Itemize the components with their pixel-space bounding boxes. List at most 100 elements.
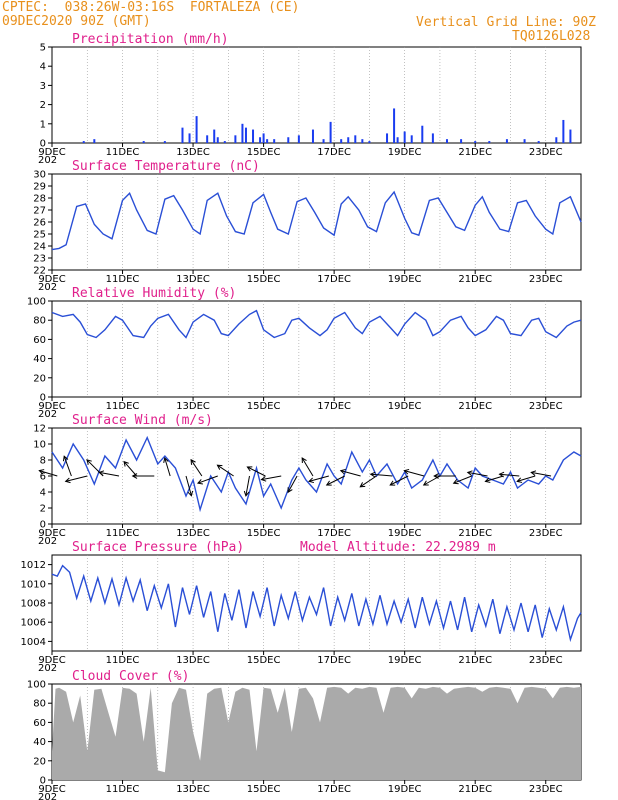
- x-tick-label: 13DEC: [176, 147, 210, 158]
- y-tick-label: 1: [40, 119, 46, 130]
- precip-bar: [259, 137, 262, 143]
- y-tick-label: 22: [33, 266, 46, 277]
- precip-bar: [505, 139, 508, 143]
- y-tick-label: 100: [27, 680, 46, 691]
- wind-arrowhead: [163, 457, 169, 463]
- wind-arrowhead: [62, 455, 69, 462]
- wind-vector: [39, 470, 58, 477]
- y-tick-label: 1008: [21, 599, 46, 610]
- wind-arrowhead: [260, 476, 267, 482]
- y-tick-label: 10: [33, 440, 46, 451]
- y-tick-label: 2: [40, 100, 46, 111]
- y-tick-label: 2: [40, 504, 46, 515]
- y-tick-label: 60: [33, 718, 46, 729]
- wind-vector: [499, 473, 520, 477]
- y-tick-label: 29: [33, 182, 46, 193]
- y-tick-label: 40: [33, 737, 46, 748]
- precip-bar: [562, 119, 565, 143]
- wind-vector: [453, 475, 472, 484]
- precip-bar: [195, 116, 198, 143]
- x-tick-label: 19DEC: [388, 401, 422, 412]
- wind-arrowhead: [301, 457, 307, 464]
- wind-arrowhead: [359, 482, 366, 488]
- y-tick-label: 8: [40, 456, 46, 467]
- precip-bar: [340, 139, 343, 143]
- y-tick-label: 80: [33, 316, 46, 327]
- precip-bar: [431, 133, 434, 143]
- x-tick-label: 19DEC: [388, 147, 422, 158]
- precip-bar: [266, 139, 269, 143]
- x-tick-label: 15DEC: [247, 528, 281, 539]
- y-tick-label: 3: [40, 81, 46, 92]
- x-tick-label: 19DEC: [388, 784, 422, 795]
- wind-vector: [190, 459, 203, 477]
- x-tick-label: 9DEC: [38, 784, 65, 795]
- precip-bar: [410, 135, 413, 143]
- precip-bar: [347, 137, 350, 143]
- wind-arrowhead: [403, 468, 410, 475]
- wind-arrowhead: [131, 473, 138, 479]
- wind-vector: [517, 475, 536, 482]
- precip-bar: [297, 135, 300, 143]
- wind-arrowhead: [516, 477, 523, 483]
- panel-title: Surface Temperature (nC): [72, 159, 260, 174]
- precip-bar: [216, 137, 219, 143]
- wind-arrowhead: [325, 480, 332, 486]
- wind-vector: [389, 475, 409, 486]
- x-tick-label: 13DEC: [176, 784, 210, 795]
- y-tick-label: 4: [40, 488, 46, 499]
- wind-vector: [245, 475, 250, 496]
- wind-arrowhead: [530, 470, 537, 476]
- x-tick-label: 9DEC: [38, 528, 65, 539]
- precip-bar: [181, 127, 184, 143]
- x-tick-label: 9DEC: [38, 655, 65, 666]
- wind-vector: [261, 475, 282, 481]
- x-year-label: 202: [38, 663, 57, 674]
- grid-label: Vertical Grid Line: 90Z: [416, 15, 597, 30]
- precip-bar: [488, 141, 491, 143]
- y-tick-label: 20: [33, 756, 46, 767]
- y-tick-label: 30: [33, 170, 46, 181]
- wind-vector: [359, 475, 377, 488]
- wind-arrowhead: [64, 477, 71, 484]
- y-tick-label: 0: [40, 776, 46, 787]
- wind-arrowhead: [98, 470, 105, 476]
- wind-vector: [326, 475, 345, 486]
- precip-bar: [206, 135, 209, 143]
- wind-arrowhead: [308, 477, 315, 484]
- x-tick-label: 9DEC: [38, 274, 65, 285]
- y-tick-label: 25: [33, 230, 46, 241]
- wind-vector: [308, 475, 329, 482]
- y-tick-label: 60: [33, 335, 46, 346]
- x-tick-label: 11DEC: [106, 147, 140, 158]
- wind-arrowhead: [287, 487, 293, 494]
- y-tick-label: 1010: [21, 579, 46, 590]
- wind-arrowhead: [466, 470, 473, 476]
- precip-bar: [329, 121, 332, 143]
- precip-bar: [569, 129, 572, 143]
- precip-bar: [396, 137, 399, 143]
- x-tick-label: 11DEC: [106, 528, 140, 539]
- precip-bar: [213, 129, 216, 143]
- x-tick-label: 23DEC: [529, 274, 563, 285]
- wind-vector: [123, 461, 138, 477]
- y-tick-label: 40: [33, 354, 46, 365]
- x-tick-label: 17DEC: [317, 655, 351, 666]
- precip-bar: [368, 141, 371, 143]
- x-tick-label: 13DEC: [176, 655, 210, 666]
- wind-arrowhead: [246, 466, 253, 472]
- x-tick-label: 13DEC: [176, 274, 210, 285]
- y-tick-label: 80: [33, 699, 46, 710]
- x-tick-label: 23DEC: [529, 147, 563, 158]
- x-tick-label: 11DEC: [106, 784, 140, 795]
- y-tick-label: 100: [27, 297, 46, 308]
- panel-title: Surface Wind (m/s): [72, 413, 213, 428]
- wind-arrowhead: [123, 460, 129, 467]
- y-tick-label: 4: [40, 62, 46, 73]
- wind-vector: [217, 464, 234, 477]
- x-year-label: 202: [38, 409, 57, 420]
- precip-bar: [93, 139, 96, 143]
- x-tick-label: 15DEC: [247, 274, 281, 285]
- y-tick-label: 20: [33, 373, 46, 384]
- y-tick-label: 0: [40, 393, 46, 404]
